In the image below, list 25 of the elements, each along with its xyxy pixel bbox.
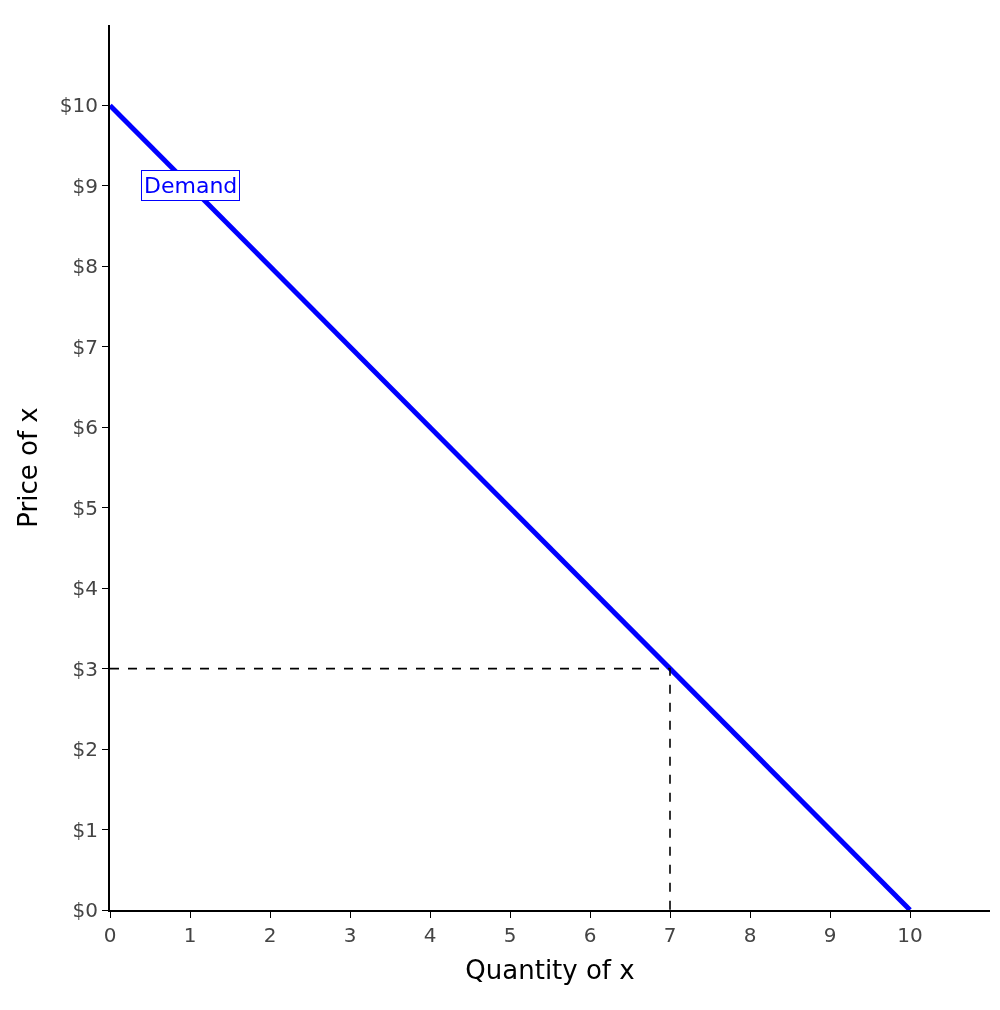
y-tick-label: $4 (72, 576, 98, 601)
x-tick-label: 0 (103, 923, 117, 947)
y-tick-label: $3 (72, 656, 98, 681)
y-tick-label: $2 (72, 737, 98, 762)
x-tick-label: 3 (343, 923, 357, 947)
x-axis-title: Quantity of x (465, 955, 635, 986)
x-tick-label: 4 (423, 923, 437, 947)
x-tick-label: 7 (663, 923, 677, 947)
y-tick-label: $0 (72, 898, 98, 922)
x-tick-label: 2 (263, 923, 277, 947)
y-tick-label: $9 (72, 173, 98, 198)
x-tick-label: 1 (183, 923, 197, 947)
x-tick-label: 8 (743, 923, 757, 947)
y-axis-title: Price of x (12, 407, 43, 528)
y-tick-label: $10 (59, 93, 98, 118)
x-tick-label: 9 (823, 923, 837, 947)
x-tick-label: 10 (897, 923, 923, 947)
y-tick-label: $7 (72, 334, 98, 359)
annotation: Demand (144, 173, 238, 198)
y-tick-label: $6 (72, 415, 98, 440)
y-tick-label: $1 (72, 817, 98, 842)
x-tick-label: 6 (583, 923, 597, 947)
y-tick-label: $8 (72, 254, 98, 279)
x-tick-label: 5 (503, 923, 517, 947)
y-tick-label: $5 (72, 495, 98, 520)
